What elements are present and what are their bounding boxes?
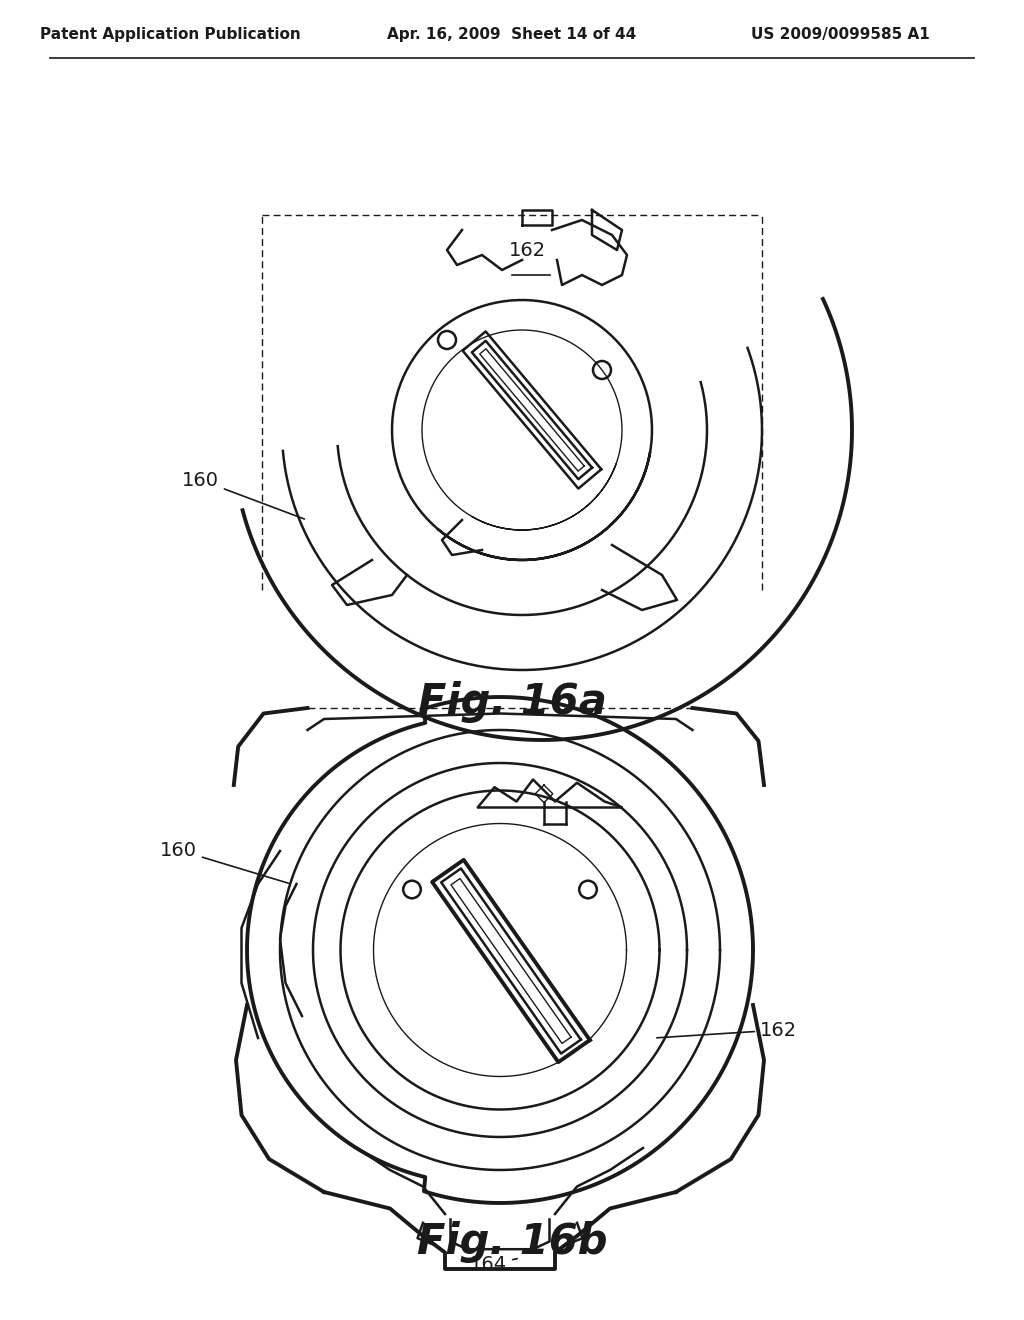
Text: 160: 160 [160,841,289,883]
Text: 164: 164 [470,1255,517,1275]
Text: US 2009/0099585 A1: US 2009/0099585 A1 [751,28,930,42]
Text: 160: 160 [182,470,304,519]
Text: 162: 162 [509,242,546,260]
Text: Apr. 16, 2009  Sheet 14 of 44: Apr. 16, 2009 Sheet 14 of 44 [387,28,637,42]
Text: 162: 162 [656,1020,797,1040]
Text: Patent Application Publication: Patent Application Publication [40,28,300,42]
Text: Fig. 16a: Fig. 16a [418,681,606,723]
Text: Fig. 16b: Fig. 16b [417,1221,607,1263]
